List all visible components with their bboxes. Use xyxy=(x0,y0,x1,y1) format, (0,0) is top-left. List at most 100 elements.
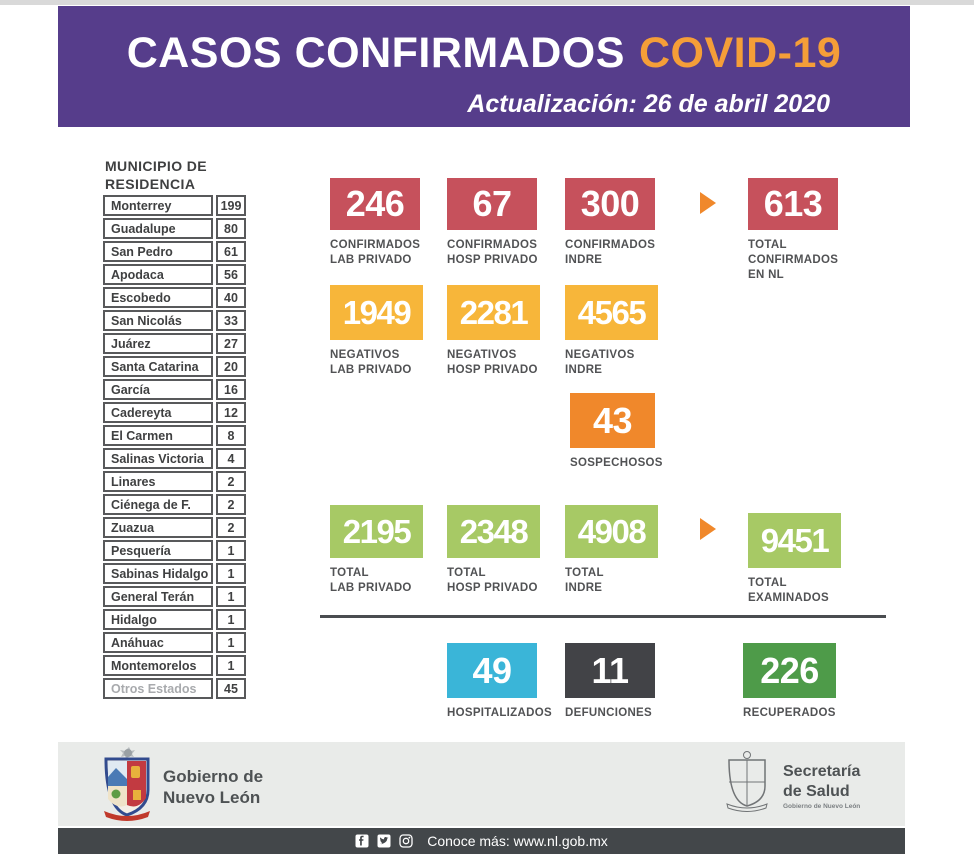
stat-label: NEGATIVOS INDRE xyxy=(565,349,635,376)
municipio-name-cell: San Pedro xyxy=(103,241,213,262)
stat-value-box: 4565 xyxy=(565,285,658,340)
table-row: Sabinas Hidalgo 1 xyxy=(103,563,246,584)
municipio-table: Monterrey 199 Guadalupe 80 San Pedro 61 … xyxy=(103,195,246,701)
municipio-name-cell: Linares xyxy=(103,471,213,492)
municipio-name-cell: Sabinas Hidalgo xyxy=(103,563,213,584)
stat-total-confirmados: 613 TOTAL CONFIRMADOS EN NL xyxy=(748,178,838,283)
update-date: Actualización: 26 de abril 2020 xyxy=(467,90,830,118)
footer-bar: Conoce más: www.nl.gob.mx xyxy=(58,828,905,854)
table-row: Escobedo 40 xyxy=(103,287,246,308)
municipio-value-cell: 80 xyxy=(216,218,246,239)
municipio-name-cell: Hidalgo xyxy=(103,609,213,630)
stat-confirmados-lab-privado: 246 CONFIRMADOS LAB PRIVADO xyxy=(330,178,420,268)
window-top-edge xyxy=(0,0,974,5)
instagram-icon xyxy=(399,834,413,848)
stat-value-box: 1949 xyxy=(330,285,423,340)
municipio-value-cell: 45 xyxy=(216,678,246,699)
municipio-name-cell: Santa Catarina xyxy=(103,356,213,377)
municipio-value-cell: 8 xyxy=(216,425,246,446)
municipio-value-cell: 1 xyxy=(216,632,246,653)
stat-value-box: 67 xyxy=(447,178,537,230)
stat-confirmados-indre: 300 CONFIRMADOS INDRE xyxy=(565,178,655,268)
municipio-value-cell: 16 xyxy=(216,379,246,400)
municipio-value-cell: 61 xyxy=(216,241,246,262)
municipio-value-cell: 199 xyxy=(216,195,246,216)
stat-value-box: 9451 xyxy=(748,513,841,568)
municipio-name-cell: Anáhuac xyxy=(103,632,213,653)
stat-value-box: 2281 xyxy=(447,285,540,340)
stat-label: HOSPITALIZADOS xyxy=(447,707,552,719)
municipio-value-cell: 20 xyxy=(216,356,246,377)
municipio-value-cell: 1 xyxy=(216,655,246,676)
table-row: Zuazua 2 xyxy=(103,517,246,538)
stat-recuperados: 226 RECUPERADOS xyxy=(743,643,836,721)
stat-defunciones: 11 DEFUNCIONES xyxy=(565,643,655,721)
municipio-value-cell: 1 xyxy=(216,609,246,630)
stat-label: CONFIRMADOS HOSP PRIVADO xyxy=(447,239,538,266)
municipio-name-cell: García xyxy=(103,379,213,400)
table-row: Montemorelos 1 xyxy=(103,655,246,676)
page-title: CASOS CONFIRMADOS COVID-19 xyxy=(58,32,910,75)
arrow-right-icon xyxy=(700,192,716,214)
secretaria-sublabel: Gobierno de Nuevo León xyxy=(783,803,861,810)
gobierno-label: Gobierno de Nuevo León xyxy=(163,767,264,808)
footer: Gobierno de Nuevo León Secretaría de Sal… xyxy=(58,742,905,826)
stat-label: TOTAL HOSP PRIVADO xyxy=(447,567,538,594)
table-row: Apodaca 56 xyxy=(103,264,246,285)
stat-negativos-indre: 4565 NEGATIVOS INDRE xyxy=(565,285,658,378)
table-row: García 16 xyxy=(103,379,246,400)
stat-value-box: 49 xyxy=(447,643,537,698)
municipio-name-cell: Ciénega de F. xyxy=(103,494,213,515)
footer-link-text: Conoce más: www.nl.gob.mx xyxy=(427,833,608,849)
table-row: Juárez 27 xyxy=(103,333,246,354)
arrow-right-icon xyxy=(700,518,716,540)
municipio-name-cell: Apodaca xyxy=(103,264,213,285)
stat-label: TOTAL CONFIRMADOS EN NL xyxy=(748,239,839,281)
stat-value-box: 246 xyxy=(330,178,420,230)
secretaria-label: Secretaría de Salud xyxy=(783,763,861,800)
salud-crest-icon xyxy=(724,750,770,812)
section-divider xyxy=(320,615,886,618)
municipio-value-cell: 2 xyxy=(216,517,246,538)
table-row: Santa Catarina 20 xyxy=(103,356,246,377)
stat-total-lab-privado: 2195 TOTAL LAB PRIVADO xyxy=(330,505,423,596)
table-row: Salinas Victoria 4 xyxy=(103,448,246,469)
stat-label: CONFIRMADOS INDRE xyxy=(565,239,656,266)
municipio-name-cell: Montemorelos xyxy=(103,655,213,676)
table-row: El Carmen 8 xyxy=(103,425,246,446)
stat-label: CONFIRMADOS LAB PRIVADO xyxy=(330,239,421,266)
page-title-main: CASOS CONFIRMADOS xyxy=(126,29,625,77)
municipio-value-cell: 33 xyxy=(216,310,246,331)
municipio-name-cell: Salinas Victoria xyxy=(103,448,213,469)
stat-confirmados-hosp-privado: 67 CONFIRMADOS HOSP PRIVADO xyxy=(447,178,538,268)
municipio-name-cell: Pesquería xyxy=(103,540,213,561)
stat-label: NEGATIVOS HOSP PRIVADO xyxy=(447,349,538,376)
municipio-name-cell: Juárez xyxy=(103,333,213,354)
stat-label: DEFUNCIONES xyxy=(565,707,653,719)
municipio-name-cell: General Terán xyxy=(103,586,213,607)
municipio-name-cell: Monterrey xyxy=(103,195,213,216)
header-banner: CASOS CONFIRMADOS COVID-19 Actualización… xyxy=(58,6,910,127)
municipio-name-cell: Otros Estados xyxy=(103,678,213,699)
stat-label: NEGATIVOS LAB PRIVADO xyxy=(330,349,412,376)
table-row: San Pedro 61 xyxy=(103,241,246,262)
municipio-name-cell: Cadereyta xyxy=(103,402,213,423)
table-row: Linares 2 xyxy=(103,471,246,492)
facebook-icon xyxy=(355,834,369,848)
table-row: Otros Estados 45 xyxy=(103,678,246,699)
stat-negativos-hosp-privado: 2281 NEGATIVOS HOSP PRIVADO xyxy=(447,285,540,378)
stat-total-indre: 4908 TOTAL INDRE xyxy=(565,505,658,596)
municipio-value-cell: 2 xyxy=(216,471,246,492)
municipio-value-cell: 12 xyxy=(216,402,246,423)
table-row: Ciénega de F. 2 xyxy=(103,494,246,515)
stat-value-box: 613 xyxy=(748,178,838,230)
table-row: San Nicolás 33 xyxy=(103,310,246,331)
stat-value-box: 226 xyxy=(743,643,836,698)
stat-label: TOTAL EXAMINADOS xyxy=(748,577,829,604)
municipio-name-cell: El Carmen xyxy=(103,425,213,446)
table-row: Pesquería 1 xyxy=(103,540,246,561)
municipio-table-heading: MUNICIPIO DE RESIDENCIA xyxy=(105,158,208,193)
table-row: Guadalupe 80 xyxy=(103,218,246,239)
stat-value-box: 4908 xyxy=(565,505,658,558)
